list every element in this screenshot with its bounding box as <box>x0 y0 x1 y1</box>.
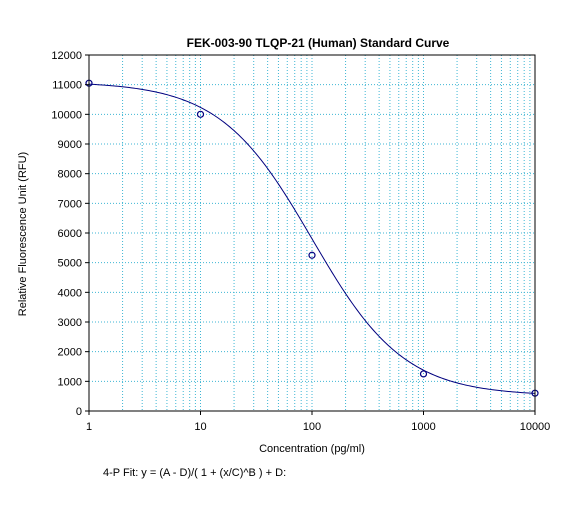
y-tick-label: 3000 <box>58 317 82 329</box>
y-tick-label: 2000 <box>58 347 82 359</box>
data-point <box>196 110 205 118</box>
x-tick-label: 10000 <box>520 421 551 433</box>
y-tick-label: 9000 <box>58 139 82 151</box>
fit-equation-note: 4-P Fit: y = (A - D)/( 1 + (x/C)^B ) + D… <box>103 467 287 479</box>
chart-title: FEK-003-90 TLQP-21 (Human) Standard Curv… <box>187 36 450 50</box>
x-tick-label: 1 <box>86 421 92 433</box>
x-tick-label: 100 <box>303 421 321 433</box>
x-axis-label: Concentration (pg/ml) <box>259 443 365 455</box>
y-tick-label: 8000 <box>58 169 82 181</box>
x-tick-label: 1000 <box>411 421 435 433</box>
y-tick-label: 1000 <box>58 376 82 388</box>
data-point <box>308 251 316 259</box>
fit-curve <box>88 83 536 394</box>
y-axis-label: Relative Fluorescence Unit (RFU) <box>17 152 29 316</box>
x-tick-label: 10 <box>194 421 206 433</box>
y-tick-label: 6000 <box>58 228 82 240</box>
y-axis-ticks: 0 1000 2000 3000 4000 5000 6000 7000 8000 9000 100… <box>51 50 89 418</box>
y-tick-label: 12000 <box>51 50 82 62</box>
gridlines <box>89 55 535 411</box>
y-tick-label: 11000 <box>52 80 82 92</box>
y-tick-label: 0 <box>76 406 82 418</box>
y-tick-label: 4000 <box>58 287 82 299</box>
y-tick-label: 10000 <box>51 109 82 121</box>
fit-curve-layer <box>88 83 536 394</box>
y-tick-label: 7000 <box>58 198 82 210</box>
y-tick-label: 5000 <box>58 258 82 270</box>
x-axis-ticks: 1 10 100 1000 10000 <box>86 411 550 433</box>
data-point <box>419 370 428 378</box>
